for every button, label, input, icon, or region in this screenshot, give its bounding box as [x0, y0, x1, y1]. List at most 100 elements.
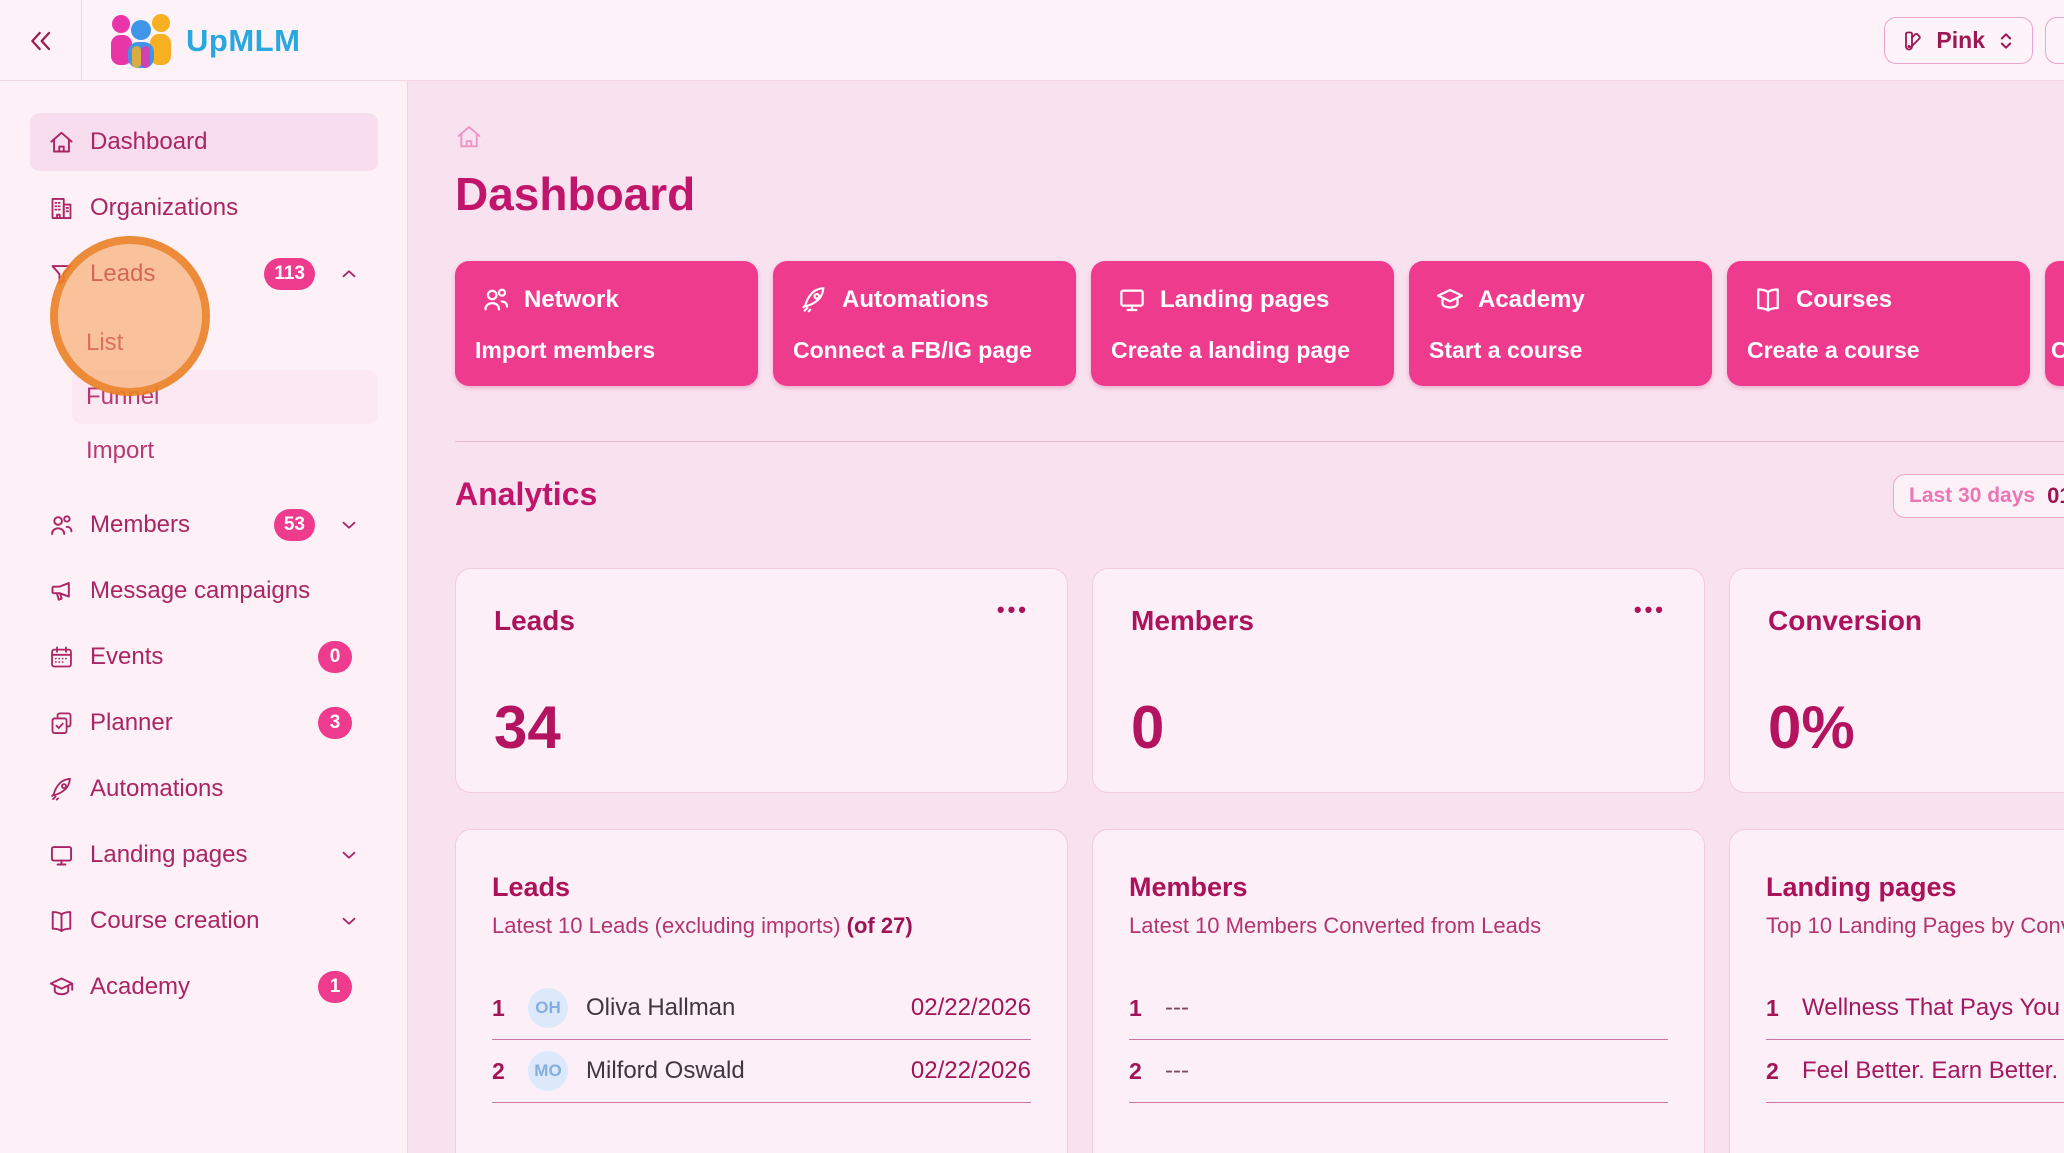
- academy-count-badge: 1: [318, 971, 352, 1003]
- sidebar-item-events[interactable]: Events 0: [30, 628, 378, 686]
- list-card-title: Members: [1129, 872, 1248, 902]
- quick-action-courses[interactable]: Courses Create a course: [1727, 261, 2030, 386]
- chevron-down-icon[interactable]: [338, 910, 360, 932]
- list-card-subtitle: Latest 10 Members Converted from Leads: [1129, 913, 1542, 938]
- funnel-icon: [48, 261, 75, 288]
- graduation-cap-icon: [48, 974, 75, 1001]
- sidebar-item-leads[interactable]: Leads 113: [30, 245, 378, 303]
- card-menu-icon[interactable]: •••: [1633, 597, 1666, 622]
- quick-action-automations[interactable]: Automations Connect a FB/IG page: [773, 261, 1076, 386]
- leads-submenu: List Funnel Import: [72, 316, 378, 478]
- stat-card-members: Members ••• 0: [1092, 568, 1705, 793]
- open-book-icon: [48, 908, 75, 935]
- home-icon: [48, 129, 75, 156]
- sidebar-subitem-funnel[interactable]: Funnel: [72, 370, 378, 424]
- sidebar-item-planner[interactable]: Planner 3: [30, 694, 378, 752]
- member-row[interactable]: 1 ---: [1129, 977, 1668, 1040]
- sidebar-subitem-import[interactable]: Import: [86, 437, 155, 464]
- quick-action-title: Landing pages: [1160, 286, 1330, 313]
- stat-card-conversion: Conversion 0%: [1729, 568, 2064, 793]
- chevron-up-icon[interactable]: [338, 263, 360, 285]
- graduation-cap-icon: [1435, 285, 1465, 315]
- quick-action-title: Academy: [1478, 286, 1585, 313]
- planner-icon: [48, 710, 75, 737]
- list-card-members: Members Latest 10 Members Converted from…: [1092, 829, 1705, 1153]
- range-label: Last 30 days: [1909, 484, 2036, 507]
- rocket-icon: [48, 776, 75, 803]
- date-range-selector[interactable]: Last 30 days 01/2: [1893, 474, 2064, 518]
- theme-button-label: Pink: [1936, 27, 1985, 53]
- sidebar-item-dashboard[interactable]: Dashboard: [30, 113, 378, 171]
- sidebar-item-label: Landing pages: [90, 841, 248, 868]
- quick-action-subtitle: Start a course: [1429, 337, 1583, 363]
- breadcrumb-home-icon[interactable]: [455, 123, 2064, 151]
- chevron-down-icon[interactable]: [338, 844, 360, 866]
- avatar: MO: [528, 1051, 568, 1091]
- megaphone-icon: [48, 578, 75, 605]
- stat-card-leads: Leads ••• 34: [455, 568, 1068, 793]
- building-icon: [48, 195, 75, 222]
- quick-action-title: Network: [524, 286, 619, 313]
- members-count-badge: 53: [273, 509, 315, 541]
- quick-action-subtitle: Create a course: [1747, 337, 1920, 363]
- clipped-header-button[interactable]: [2045, 17, 2064, 64]
- upmlm-people-logo-icon: [108, 13, 174, 69]
- sidebar-item-landing-pages[interactable]: Landing pages: [30, 826, 378, 884]
- sidebar-subitem-list[interactable]: List: [86, 329, 124, 356]
- quick-action-subtitle: Connect a FB/IG page: [793, 337, 1032, 363]
- sidebar-item-automations[interactable]: Automations: [30, 760, 378, 818]
- sidebar-item-label: Message campaigns: [90, 577, 311, 604]
- quick-action-subtitle: Import members: [475, 337, 656, 363]
- sidebar-nav: Dashboard Organizations Leads 113: [0, 81, 408, 1153]
- app-logo[interactable]: UpMLM: [108, 0, 300, 81]
- chevron-down-icon[interactable]: [338, 514, 360, 536]
- sidebar-item-organizations[interactable]: Organizations: [30, 179, 378, 237]
- sidebar-collapse-button[interactable]: [0, 0, 82, 81]
- list-card-title: Landing pages: [1766, 872, 1957, 902]
- sidebar-item-members[interactable]: Members 53: [30, 496, 378, 554]
- stat-value: 34: [494, 694, 561, 761]
- member-row[interactable]: 2 ---: [1129, 1040, 1668, 1103]
- stat-title: Members: [1131, 605, 1254, 636]
- sidebar-item-label: Members: [90, 511, 191, 538]
- sidebar-item-label: Academy: [90, 973, 191, 1000]
- list-card-landing-pages: Landing pages Top 10 Landing Pages by Co…: [1729, 829, 2064, 1153]
- list-card-subtitle: Latest 10 Leads (excluding imports) (of …: [492, 913, 913, 938]
- breadcrumb[interactable]: [455, 123, 2064, 151]
- quick-action-landing-pages[interactable]: Landing pages Create a landing page: [1091, 261, 1394, 386]
- sidebar-item-course-creation[interactable]: Course creation: [30, 892, 378, 950]
- logo-text: UpMLM: [186, 22, 301, 58]
- sidebar-item-message-campaigns[interactable]: Message campaigns: [30, 562, 378, 620]
- users-icon: [481, 285, 511, 315]
- landing-page-row[interactable]: 1 Wellness That Pays You Back: [1766, 977, 2064, 1040]
- quick-action-academy[interactable]: Academy Start a course: [1409, 261, 1712, 386]
- double-chevron-left-icon: [25, 25, 57, 57]
- quick-action-network[interactable]: Network Import members: [455, 261, 758, 386]
- analytics-header: Analytics Last 30 days 01/2: [455, 474, 2064, 524]
- page-title: Dashboard: [455, 168, 696, 220]
- users-icon: [48, 512, 75, 539]
- quick-action-subtitle: Create a landing page: [1111, 337, 1351, 363]
- lead-row[interactable]: 1 OH Oliva Hallman 02/22/2026: [492, 977, 1031, 1040]
- range-value: 01/2: [2047, 483, 2064, 508]
- sidebar-item-label: Automations: [90, 775, 224, 802]
- sidebar-item-label: Organizations: [90, 194, 239, 221]
- landing-page-row[interactable]: 2 Feel Better. Earn Better.: [1766, 1040, 2064, 1103]
- stat-value: 0%: [1768, 694, 1855, 761]
- open-book-icon: [1753, 285, 1783, 315]
- avatar: OH: [528, 988, 568, 1028]
- monitor-icon: [1117, 285, 1147, 315]
- lead-row[interactable]: 2 MO Milford Oswald 02/22/2026: [492, 1040, 1031, 1103]
- stat-title: Conversion: [1768, 605, 1923, 636]
- list-card-subtitle: Top 10 Landing Pages by Convers: [1766, 913, 2064, 938]
- sidebar-item-academy[interactable]: Academy 1: [30, 958, 378, 1016]
- planner-count-badge: 3: [318, 707, 352, 739]
- monitor-icon: [48, 842, 75, 869]
- card-menu-icon[interactable]: •••: [996, 597, 1029, 622]
- sidebar-item-label: Leads: [90, 260, 156, 287]
- theme-selector-button[interactable]: Pink: [1884, 17, 2033, 64]
- quick-actions-row: Network Import members Automations Conne…: [455, 261, 2064, 386]
- quick-action-clipped[interactable]: C: [2045, 261, 2064, 386]
- quick-action-subtitle: C: [2051, 337, 2064, 363]
